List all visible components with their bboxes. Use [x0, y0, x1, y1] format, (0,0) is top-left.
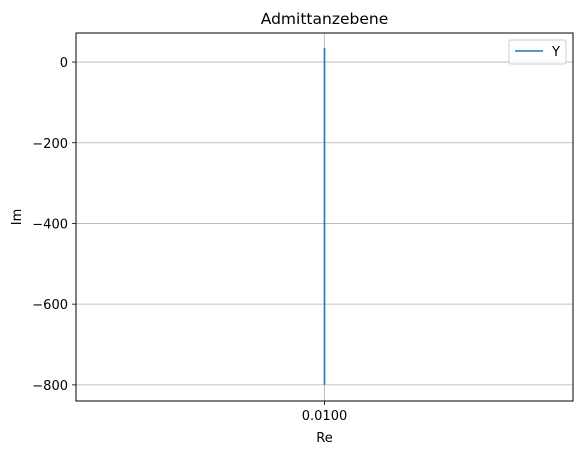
y-ticks: 0 −200 −400 −600 −800 [32, 56, 76, 394]
legend-label-y: Y [551, 45, 560, 60]
chart-title: Admittanzebene [261, 10, 388, 28]
y-tick-label: −200 [32, 137, 68, 152]
y-tick-label: 0 [60, 56, 68, 71]
legend: Y [509, 40, 566, 64]
grid [0, 33, 583, 401]
y-axis-label: Im [10, 209, 25, 226]
x-tick-label: 0.0100 [302, 409, 348, 424]
y-tick-label: −600 [32, 298, 68, 313]
y-tick-label: −800 [32, 379, 68, 394]
y-tick-label: −400 [32, 217, 68, 232]
x-axis-label: Re [316, 431, 332, 446]
